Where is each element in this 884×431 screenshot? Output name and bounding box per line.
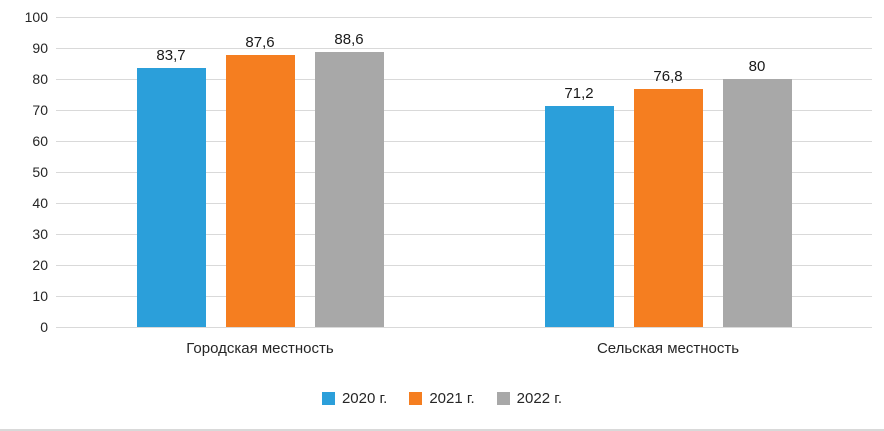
category-label: Сельская местность [596,340,740,357]
y-tick-label: 50 [32,164,48,180]
bar-group: 71,2 76,8 80 [464,17,872,327]
y-tick-label: 60 [32,133,48,149]
bar-value-label: 80 [748,58,766,75]
y-tick-label: 10 [32,288,48,304]
bar-value-label: 76,8 [653,67,683,85]
bar [722,79,792,327]
bar-value-label: 87,6 [245,34,275,52]
plot-row: 0 10 20 30 40 50 60 70 80 90 100 83,7 87,6 88,6 71,2 7… [8,10,872,334]
legend-label: 2022 г. [516,390,563,407]
legend: 2020 г. 2021 г. 2022 г. [0,390,884,407]
y-axis: 0 10 20 30 40 50 60 70 80 90 100 [8,10,48,334]
bar-column: 83,7 [136,17,206,327]
category-label: Городская местность [186,340,334,357]
gridline [56,47,872,49]
bar-value-label: 88,6 [334,31,364,49]
y-tick-label: 30 [32,226,48,242]
legend-item: 2022 г. [496,390,563,407]
plot-area: 83,7 87,6 88,6 71,2 76,8 80 [56,16,872,328]
gridline [56,16,872,18]
gridline [56,140,872,142]
y-tick-label: 100 [24,9,48,25]
gridline [56,109,872,111]
legend-label: 2020 г. [341,390,388,407]
y-tick-label: 40 [32,195,48,211]
bar [225,55,295,327]
bar-column: 71,2 [544,17,614,327]
legend-label: 2021 г. [429,390,475,407]
gridline [56,233,872,235]
gridline [56,295,872,297]
bottom-divider [0,429,884,431]
gridline [56,78,872,80]
y-tick-label: 80 [32,71,48,87]
y-tick-label: 20 [32,257,48,273]
gridline [56,264,872,266]
y-tick-label: 70 [32,102,48,118]
bar [633,88,703,327]
bar-value-label: 83,7 [156,46,186,64]
bar-column: 87,6 [225,17,295,327]
bar-groups: 83,7 87,6 88,6 71,2 76,8 80 [56,17,872,327]
legend-swatch [409,392,423,405]
y-tick-label: 0 [40,319,48,335]
bar-column: 88,6 [314,17,384,327]
legend-item: 2020 г. [321,390,388,407]
gridline [56,202,872,204]
gridline [56,326,872,328]
bar-column: 80 [722,17,792,327]
bar [136,67,206,327]
bar-value-label: 71,2 [564,85,594,103]
legend-swatch [321,392,335,405]
bar-group: 83,7 87,6 88,6 [56,17,464,327]
bar [544,106,614,327]
bar [314,52,384,327]
legend-swatch [496,392,510,405]
legend-item: 2021 г. [409,390,475,407]
category-axis: Городская местность Сельская местность [56,340,872,357]
bar-column: 76,8 [633,17,703,327]
y-tick-label: 90 [32,40,48,56]
gridline [56,171,872,173]
